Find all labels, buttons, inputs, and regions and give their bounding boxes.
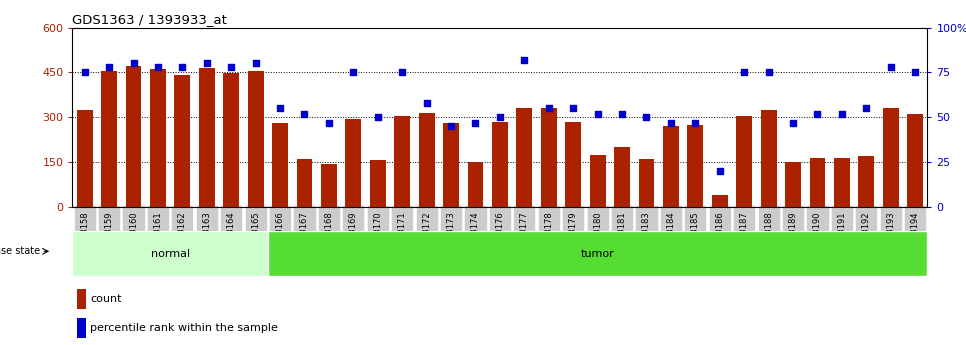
Bar <box>639 159 654 207</box>
Bar <box>810 158 825 207</box>
Point <box>493 115 508 120</box>
Text: percentile rank within the sample: percentile rank within the sample <box>90 323 278 333</box>
Bar <box>223 73 240 207</box>
Text: disease state: disease state <box>0 246 40 256</box>
Bar <box>77 318 86 337</box>
Point <box>321 120 337 126</box>
Bar <box>346 119 361 207</box>
Bar <box>760 110 777 207</box>
Point <box>151 64 166 70</box>
Bar <box>101 71 117 207</box>
Point <box>419 100 435 106</box>
Bar <box>688 125 703 207</box>
Bar <box>297 159 312 207</box>
Point <box>443 124 459 129</box>
Bar <box>712 195 727 207</box>
Point <box>468 120 483 126</box>
Bar <box>126 67 141 207</box>
Text: tumor: tumor <box>581 249 614 258</box>
Text: normal: normal <box>151 249 189 258</box>
Bar <box>565 122 582 207</box>
Bar <box>589 155 606 207</box>
Point <box>77 70 93 75</box>
Point <box>175 64 190 70</box>
Point <box>639 115 654 120</box>
Text: GDS1363 / 1393933_at: GDS1363 / 1393933_at <box>72 13 227 27</box>
Point <box>590 111 606 117</box>
Bar <box>614 147 630 207</box>
Point <box>199 61 214 66</box>
Point <box>785 120 801 126</box>
Point <box>394 70 410 75</box>
Bar <box>77 289 86 309</box>
Bar <box>443 123 459 207</box>
Point <box>688 120 703 126</box>
Bar <box>859 156 874 207</box>
Point <box>126 61 141 66</box>
Bar <box>150 69 166 207</box>
Point <box>810 111 825 117</box>
Point <box>517 57 532 63</box>
Bar <box>370 160 385 207</box>
Bar <box>272 123 288 207</box>
Point <box>297 111 312 117</box>
Point <box>664 120 679 126</box>
Text: count: count <box>90 294 122 304</box>
Bar <box>321 164 337 207</box>
Point <box>223 64 239 70</box>
Bar <box>541 108 556 207</box>
Bar <box>517 108 532 207</box>
Bar <box>76 110 93 207</box>
Point <box>835 111 850 117</box>
Point <box>565 106 581 111</box>
Bar <box>199 68 214 207</box>
Point <box>248 61 264 66</box>
Bar <box>785 162 801 207</box>
Point <box>736 70 752 75</box>
Point <box>346 70 361 75</box>
Point <box>101 64 117 70</box>
Bar <box>492 122 508 207</box>
Point <box>614 111 630 117</box>
Point <box>370 115 385 120</box>
Bar <box>907 114 923 207</box>
Bar <box>175 75 190 207</box>
Point <box>761 70 777 75</box>
Bar <box>394 116 411 207</box>
Point <box>883 64 898 70</box>
Bar <box>883 108 898 207</box>
Bar <box>72 231 268 276</box>
Bar <box>418 113 435 207</box>
Bar <box>268 231 927 276</box>
Bar <box>663 126 679 207</box>
Point <box>907 70 923 75</box>
Point <box>541 106 556 111</box>
Point <box>272 106 288 111</box>
Bar <box>736 116 753 207</box>
Bar <box>247 71 264 207</box>
Point <box>712 168 727 174</box>
Bar <box>834 158 850 207</box>
Bar <box>468 162 483 207</box>
Point <box>859 106 874 111</box>
